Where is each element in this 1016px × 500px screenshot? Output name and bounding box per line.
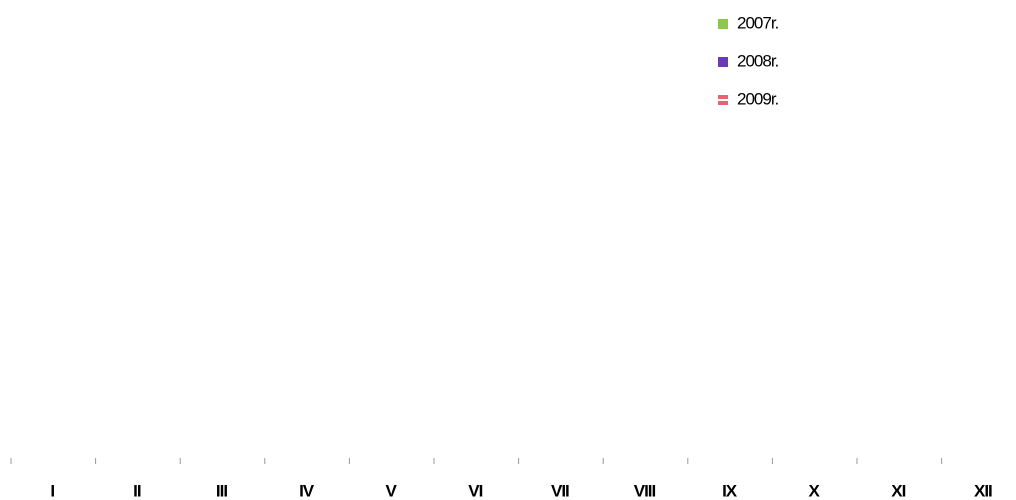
x-tick-label: IX <box>722 481 738 500</box>
x-tick-label: V <box>386 481 398 500</box>
x-tick-label: VII <box>551 481 569 500</box>
x-tick-label: XI <box>891 481 905 500</box>
x-tick-label: II <box>133 481 141 500</box>
legend-label: 2008r. <box>737 51 779 70</box>
x-tick-label: X <box>809 481 821 500</box>
x-tick-label: XII <box>974 481 992 500</box>
x-tick-label: I <box>50 481 54 500</box>
x-tick-label: VI <box>468 481 482 500</box>
x-tick-label: IV <box>299 481 315 500</box>
x-tick-label: VIII <box>634 481 656 500</box>
legend-label: 2007r. <box>737 13 779 32</box>
legend-swatch-stripe <box>718 99 728 101</box>
legend-label: 2009r. <box>737 89 779 108</box>
legend-swatch <box>718 19 728 29</box>
legend-swatch <box>718 57 728 67</box>
x-tick-label: III <box>216 481 227 500</box>
